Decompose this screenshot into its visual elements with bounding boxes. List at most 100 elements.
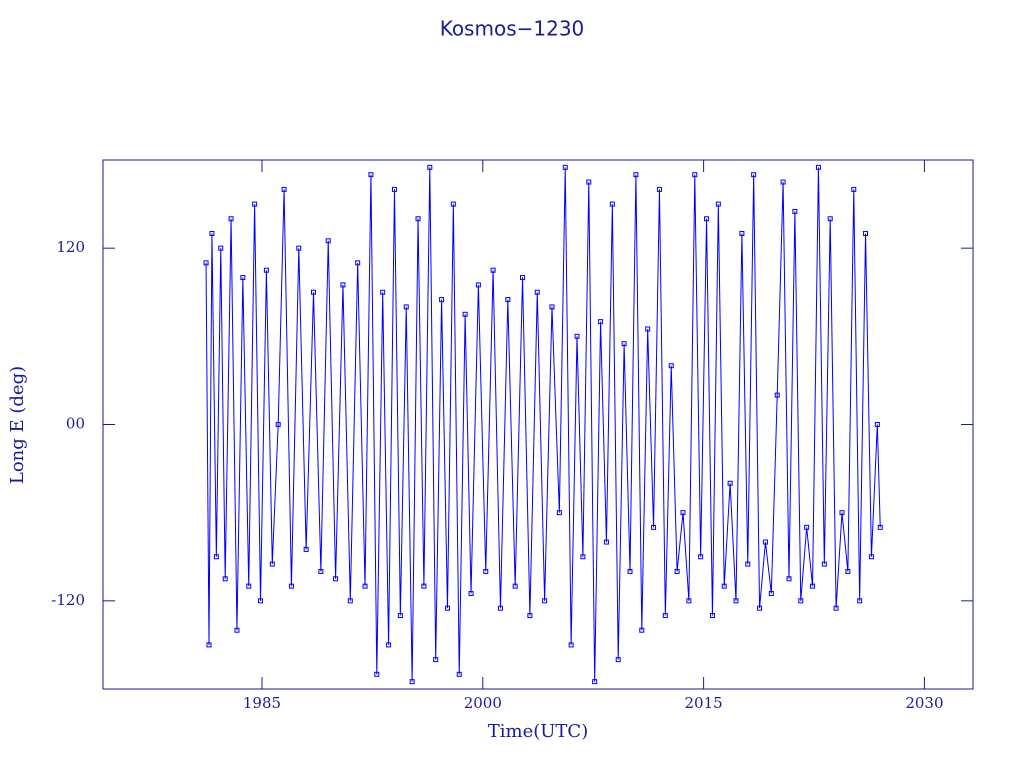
data-point (774, 392, 780, 398)
data-point (851, 186, 857, 192)
data-point (497, 605, 503, 611)
data-point (252, 201, 258, 207)
data-point (240, 275, 246, 281)
data-point (380, 289, 386, 295)
data-point (662, 613, 668, 619)
data-point (745, 561, 751, 567)
data-point (868, 554, 874, 560)
data-point (409, 679, 415, 685)
data-point (863, 230, 869, 236)
data-point (421, 583, 427, 589)
data-point (592, 679, 598, 685)
data-point (386, 642, 392, 648)
data-point (391, 186, 397, 192)
y-axis-label: Long E (deg) (7, 366, 28, 484)
data-point (355, 260, 361, 266)
y-tick-label: -120 (51, 591, 85, 609)
data-point (874, 422, 880, 427)
data-point (403, 304, 409, 310)
data-point (397, 613, 403, 619)
data-point (633, 172, 639, 178)
data-point (368, 172, 374, 178)
data-point (839, 510, 845, 516)
data-point (845, 568, 851, 574)
data-point (568, 642, 574, 648)
data-point (821, 561, 827, 567)
data-point (656, 186, 662, 192)
y-tick-label: 120 (56, 238, 85, 256)
data-point (645, 326, 651, 332)
data-point (574, 333, 580, 339)
data-point (598, 319, 604, 325)
data-point (490, 267, 496, 273)
data-point (857, 598, 863, 604)
data-point (333, 576, 339, 582)
chart-title: Kosmos−1230 (440, 17, 585, 41)
data-point (715, 201, 721, 207)
data-point (213, 554, 219, 560)
data-point (340, 282, 346, 288)
data-point (586, 179, 592, 185)
data-line (205, 167, 881, 682)
data-point (827, 216, 833, 222)
data-point (263, 267, 269, 273)
data-point (439, 297, 445, 303)
data-point (798, 598, 804, 604)
data-point (534, 289, 540, 295)
data-point (347, 598, 353, 604)
data-point (733, 598, 739, 604)
data-point (768, 590, 774, 596)
data-point (739, 230, 745, 236)
data-point (709, 613, 715, 619)
data-point (444, 605, 450, 611)
data-point (810, 583, 816, 589)
data-point (456, 671, 462, 677)
data-point (668, 363, 674, 369)
data-point (621, 341, 627, 347)
data-point (258, 598, 264, 604)
data-point (362, 583, 368, 589)
x-tick-label: 2015 (685, 694, 723, 712)
data-point (721, 583, 727, 589)
data-point (698, 554, 704, 560)
data-point (296, 245, 302, 251)
data-point (549, 304, 555, 310)
data-point (520, 275, 526, 281)
data-point (877, 524, 883, 530)
x-tick-label: 1985 (243, 694, 281, 712)
data-point (433, 657, 439, 663)
data-point (627, 568, 633, 574)
data-point (415, 216, 421, 222)
data-point (325, 238, 331, 244)
data-point (780, 179, 786, 185)
data-point (209, 230, 215, 236)
data-point (206, 642, 212, 648)
data-point (804, 524, 810, 530)
data-point (562, 164, 568, 170)
data-point (269, 561, 275, 567)
data-point (833, 605, 839, 611)
data-point (281, 186, 287, 192)
data-point (580, 554, 586, 560)
y-tick-label: 00 (66, 415, 85, 433)
data-point (374, 671, 380, 677)
data-point (303, 546, 309, 552)
data-point (674, 568, 680, 574)
data-point (815, 164, 821, 170)
data-point (228, 216, 234, 222)
data-point (639, 627, 645, 633)
data-point (505, 297, 511, 303)
data-point (527, 613, 533, 619)
data-point (318, 568, 324, 574)
data-point (468, 590, 474, 596)
x-tick-label: 2000 (464, 694, 502, 712)
data-point (786, 576, 792, 582)
data-point (288, 583, 294, 589)
data-point (704, 216, 710, 222)
data-point (475, 282, 481, 288)
x-axis-label: Time(UTC) (488, 721, 588, 742)
data-point (757, 605, 763, 611)
data-point (246, 583, 252, 589)
